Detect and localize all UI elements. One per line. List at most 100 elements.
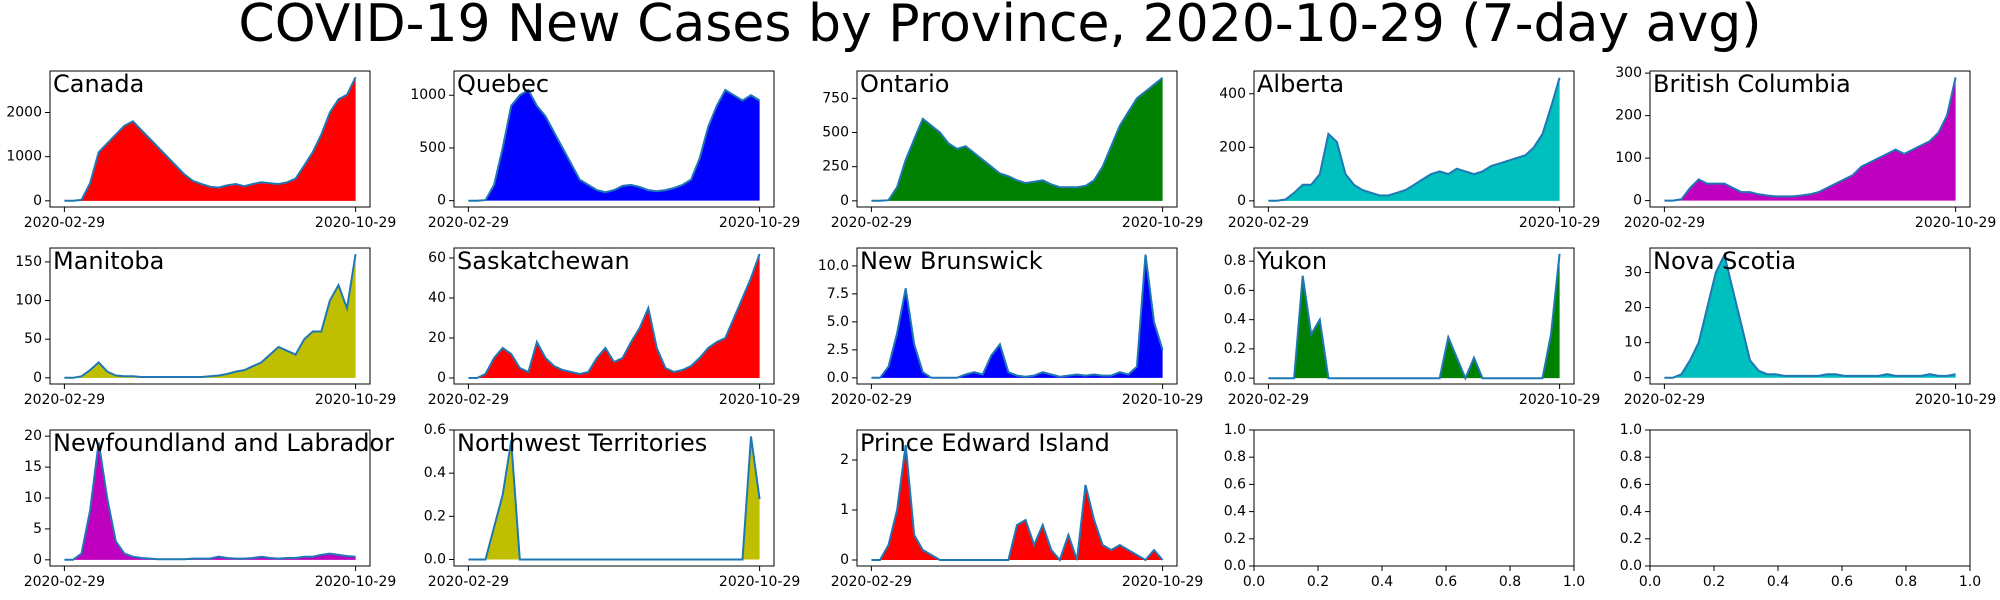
x-tick-label: 2020-02-29 <box>428 215 509 231</box>
x-tick-label: 0.2 <box>1703 574 1725 590</box>
axes-frame <box>1649 429 1971 567</box>
y-tick-label: 15 <box>24 459 42 475</box>
x-tick-label: 2020-10-29 <box>1122 215 1203 231</box>
x-tick-label: 2020-10-29 <box>1122 574 1203 590</box>
line <box>1664 252 1956 379</box>
y-tick-label: 0.2 <box>1224 531 1246 547</box>
axes-frame <box>1253 70 1575 208</box>
panel: 2020-02-29 2020-10-29 British Columbia 0 100… <box>1615 65 1996 231</box>
area <box>468 436 760 560</box>
panel: 2020-02-29 2020-10-29 Newfoundland and Lab… <box>24 428 397 590</box>
y-tick-label: 1.0 <box>1224 422 1246 438</box>
y-tick-label: 0 <box>1633 370 1642 386</box>
y-tick-label: 0.4 <box>1224 504 1246 520</box>
line <box>1268 253 1561 381</box>
x-tick-label: 2020-10-29 <box>719 215 800 231</box>
y-tick-label: 100 <box>1615 150 1642 166</box>
y-tick-label: 2000 <box>6 105 42 121</box>
y-tick-label: 200 <box>1615 108 1642 124</box>
y-tick-label: 0.4 <box>1620 504 1642 520</box>
axes-frame <box>856 247 1178 385</box>
x-tick-label: 0.8 <box>1499 574 1521 590</box>
y-tick-label: 0.2 <box>424 508 446 524</box>
axes-frame <box>1649 247 1971 385</box>
axes-frame <box>49 429 371 567</box>
panel-title: Saskatchewan <box>457 247 630 275</box>
x-tick-label: 0.2 <box>1307 574 1329 590</box>
x-tick-label: 0.0 <box>1639 574 1661 590</box>
x-tick-label: 0.0 <box>1243 574 1265 590</box>
y-tick-label: 30 <box>1624 265 1642 281</box>
y-tick-label: 100 <box>15 293 42 309</box>
y-tick-label: 0 <box>437 370 446 386</box>
x-tick-label: 1.0 <box>1959 574 1981 590</box>
x-tick-label: 0.4 <box>1767 574 1789 590</box>
y-tick-label: 0.6 <box>1620 476 1642 492</box>
y-tick-label: 300 <box>1615 65 1642 81</box>
x-tick-label: 2020-10-29 <box>1915 392 1996 408</box>
x-tick-label: 2020-10-29 <box>719 574 800 590</box>
y-tick-label: 0.0 <box>424 552 446 568</box>
panel-title: Prince Edward Island <box>860 429 1110 457</box>
area <box>468 90 760 201</box>
y-tick-label: 0.8 <box>1224 449 1246 465</box>
x-tick-label: 0.6 <box>1831 574 1853 590</box>
area <box>64 77 356 201</box>
panel: 0.0 0.2 0.4 0.6 0.8 1.0 0.0 0.2 0.4 0.6 0.8 1.0 <box>1224 422 1585 590</box>
y-tick-label: 0 <box>33 552 42 568</box>
y-tick-label: 0 <box>840 193 849 209</box>
panel: 2020-02-29 2020-10-29 Saskatchewan 0 20 40 60 <box>428 247 801 408</box>
y-tick-label: 250 <box>822 159 849 175</box>
y-tick-label: 0 <box>33 193 42 209</box>
panel-title: Manitoba <box>53 247 164 275</box>
x-tick-label: 2020-10-29 <box>1519 392 1600 408</box>
y-tick-label: 5 <box>33 521 42 537</box>
y-tick-label: 0 <box>1633 193 1642 209</box>
x-tick-label: 2020-02-29 <box>24 392 105 408</box>
area <box>1268 77 1560 201</box>
y-tick-label: 1000 <box>410 87 446 103</box>
x-tick-label: 2020-10-29 <box>315 574 396 590</box>
x-tick-label: 0.8 <box>1895 574 1917 590</box>
axes-frame <box>856 429 1178 567</box>
x-tick-label: 1.0 <box>1563 574 1585 590</box>
y-tick-label: 10 <box>24 490 42 506</box>
y-tick-label: 60 <box>428 250 446 266</box>
panel-title: Newfoundland and Labrador <box>53 429 394 457</box>
axes-frame <box>1253 429 1575 567</box>
y-tick-label: 0.6 <box>424 422 446 438</box>
x-tick-label: 2020-10-29 <box>315 392 396 408</box>
axes-frame <box>453 70 775 208</box>
y-tick-label: 20 <box>24 428 42 444</box>
panel: 0.0 0.2 0.4 0.6 0.8 1.0 0.0 0.2 0.4 0.6 0.8 1.0 <box>1620 422 1981 590</box>
y-tick-label: 150 <box>15 254 42 270</box>
y-tick-label: 0 <box>840 552 849 568</box>
y-tick-label: 500 <box>419 140 446 156</box>
y-tick-label: 0.6 <box>1224 282 1246 298</box>
x-tick-label: 0.4 <box>1371 574 1393 590</box>
y-tick-label: 0.8 <box>1224 253 1246 269</box>
line <box>871 77 1164 202</box>
y-tick-label: 10 <box>1624 335 1642 351</box>
line <box>1664 77 1957 202</box>
area <box>64 254 356 378</box>
y-tick-label: 7.5 <box>827 286 849 302</box>
line <box>871 444 1164 562</box>
area <box>468 254 760 378</box>
y-tick-label: 1 <box>840 502 849 518</box>
x-tick-label: 2020-02-29 <box>831 392 912 408</box>
axes-frame <box>49 70 371 208</box>
x-tick-label: 0.6 <box>1435 574 1457 590</box>
axes-frame <box>856 70 1178 208</box>
y-tick-label: 0.4 <box>1224 312 1246 328</box>
panel-title: Northwest Territories <box>457 429 707 457</box>
y-tick-label: 0 <box>437 193 446 209</box>
y-tick-label: 0.0 <box>1620 558 1642 574</box>
y-tick-label: 1000 <box>6 149 42 165</box>
area <box>871 254 1163 378</box>
y-tick-label: 50 <box>24 331 42 347</box>
figure-title: COVID-19 New Cases by Province, 2020-10-… <box>238 0 1761 54</box>
x-tick-label: 2020-02-29 <box>1228 392 1309 408</box>
